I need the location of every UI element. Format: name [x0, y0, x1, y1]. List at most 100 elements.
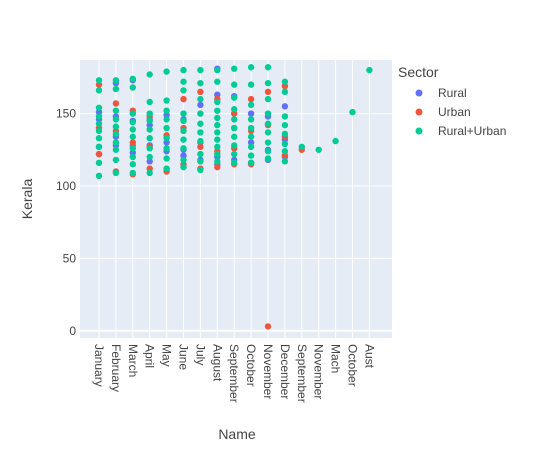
- data-point[interactable]: [281, 130, 289, 138]
- data-point[interactable]: [112, 146, 120, 153]
- data-point[interactable]: [180, 145, 187, 152]
- data-point[interactable]: [180, 78, 187, 85]
- data-point[interactable]: [247, 143, 255, 151]
- data-point[interactable]: [129, 84, 136, 91]
- data-point[interactable]: [264, 139, 272, 146]
- data-point[interactable]: [281, 140, 289, 148]
- data-point[interactable]: [247, 110, 255, 117]
- data-point[interactable]: [231, 116, 238, 123]
- data-point[interactable]: [163, 116, 170, 123]
- data-point[interactable]: [281, 113, 289, 120]
- data-point[interactable]: [349, 108, 356, 116]
- data-point[interactable]: [163, 134, 170, 142]
- data-point[interactable]: [112, 116, 120, 123]
- legend-item[interactable]: Urban: [415, 105, 471, 119]
- data-point[interactable]: [315, 146, 322, 153]
- data-point[interactable]: [264, 79, 272, 87]
- data-point[interactable]: [112, 85, 120, 93]
- data-point[interactable]: [281, 121, 289, 129]
- data-point[interactable]: [112, 156, 120, 164]
- data-point[interactable]: [129, 153, 136, 161]
- data-point[interactable]: [214, 78, 221, 85]
- data-point[interactable]: [247, 159, 255, 167]
- data-point[interactable]: [264, 129, 272, 136]
- data-point[interactable]: [247, 133, 255, 140]
- data-point[interactable]: [129, 161, 136, 168]
- data-point[interactable]: [264, 64, 272, 71]
- data-point[interactable]: [95, 120, 103, 127]
- data-point[interactable]: [231, 150, 238, 158]
- legend-item[interactable]: Rural+Urban: [415, 124, 507, 138]
- data-point[interactable]: [95, 77, 103, 84]
- legend[interactable]: Sector Rural Urban Rural+Urban: [398, 64, 506, 138]
- data-point[interactable]: [231, 106, 238, 113]
- data-point[interactable]: [264, 95, 272, 103]
- data-point[interactable]: [281, 88, 289, 96]
- data-point[interactable]: [332, 137, 339, 145]
- data-point[interactable]: [180, 66, 187, 74]
- data-point[interactable]: [129, 169, 136, 177]
- data-point[interactable]: [214, 121, 221, 129]
- data-point[interactable]: [214, 158, 221, 165]
- data-point[interactable]: [163, 124, 170, 132]
- data-point[interactable]: [180, 136, 187, 143]
- data-point[interactable]: [129, 145, 136, 152]
- data-point[interactable]: [95, 143, 103, 151]
- data-point[interactable]: [95, 134, 103, 142]
- data-point[interactable]: [231, 81, 238, 88]
- data-point[interactable]: [95, 172, 103, 180]
- data-point[interactable]: [197, 88, 204, 96]
- data-point[interactable]: [231, 94, 238, 101]
- data-point[interactable]: [197, 110, 204, 117]
- data-point[interactable]: [197, 120, 204, 127]
- data-point[interactable]: [197, 137, 204, 145]
- data-point[interactable]: [264, 110, 272, 117]
- data-point[interactable]: [163, 145, 170, 152]
- data-point[interactable]: [180, 95, 187, 103]
- data-point[interactable]: [281, 148, 289, 155]
- data-point[interactable]: [197, 95, 204, 103]
- data-point[interactable]: [95, 127, 103, 135]
- data-point[interactable]: [180, 110, 187, 117]
- data-point[interactable]: [112, 77, 120, 84]
- data-point[interactable]: [281, 103, 289, 110]
- data-point[interactable]: [163, 68, 170, 75]
- data-point[interactable]: [129, 75, 136, 83]
- legend-item[interactable]: Rural: [415, 86, 467, 100]
- data-point[interactable]: [129, 133, 136, 140]
- data-point[interactable]: [298, 143, 305, 151]
- data-point[interactable]: [163, 97, 170, 104]
- data-point[interactable]: [146, 71, 153, 78]
- data-point[interactable]: [281, 78, 289, 85]
- data-point[interactable]: [197, 79, 204, 87]
- data-point[interactable]: [247, 116, 255, 123]
- data-point[interactable]: [146, 153, 153, 161]
- data-point[interactable]: [264, 88, 272, 96]
- data-point[interactable]: [180, 87, 187, 94]
- data-point[interactable]: [112, 107, 120, 114]
- data-point[interactable]: [264, 148, 272, 155]
- data-point[interactable]: [146, 169, 153, 177]
- data-point[interactable]: [112, 169, 120, 177]
- data-point[interactable]: [197, 166, 204, 174]
- data-point[interactable]: [129, 139, 136, 146]
- data-point[interactable]: [214, 150, 221, 158]
- data-point[interactable]: [129, 110, 136, 117]
- data-point[interactable]: [112, 123, 120, 130]
- data-point[interactable]: [95, 113, 103, 120]
- data-point[interactable]: [180, 117, 187, 125]
- data-point[interactable]: [129, 126, 136, 133]
- data-point[interactable]: [95, 104, 103, 111]
- data-point[interactable]: [214, 114, 221, 122]
- data-point[interactable]: [264, 155, 272, 162]
- data-point[interactable]: [197, 150, 204, 158]
- data-point[interactable]: [146, 145, 153, 152]
- data-point[interactable]: [214, 107, 221, 114]
- data-point[interactable]: [214, 143, 221, 151]
- data-point[interactable]: [146, 98, 153, 106]
- data-point[interactable]: [197, 101, 204, 109]
- data-point[interactable]: [129, 119, 136, 126]
- data-point[interactable]: [146, 117, 153, 125]
- data-point[interactable]: [163, 155, 170, 162]
- data-point[interactable]: [112, 139, 120, 146]
